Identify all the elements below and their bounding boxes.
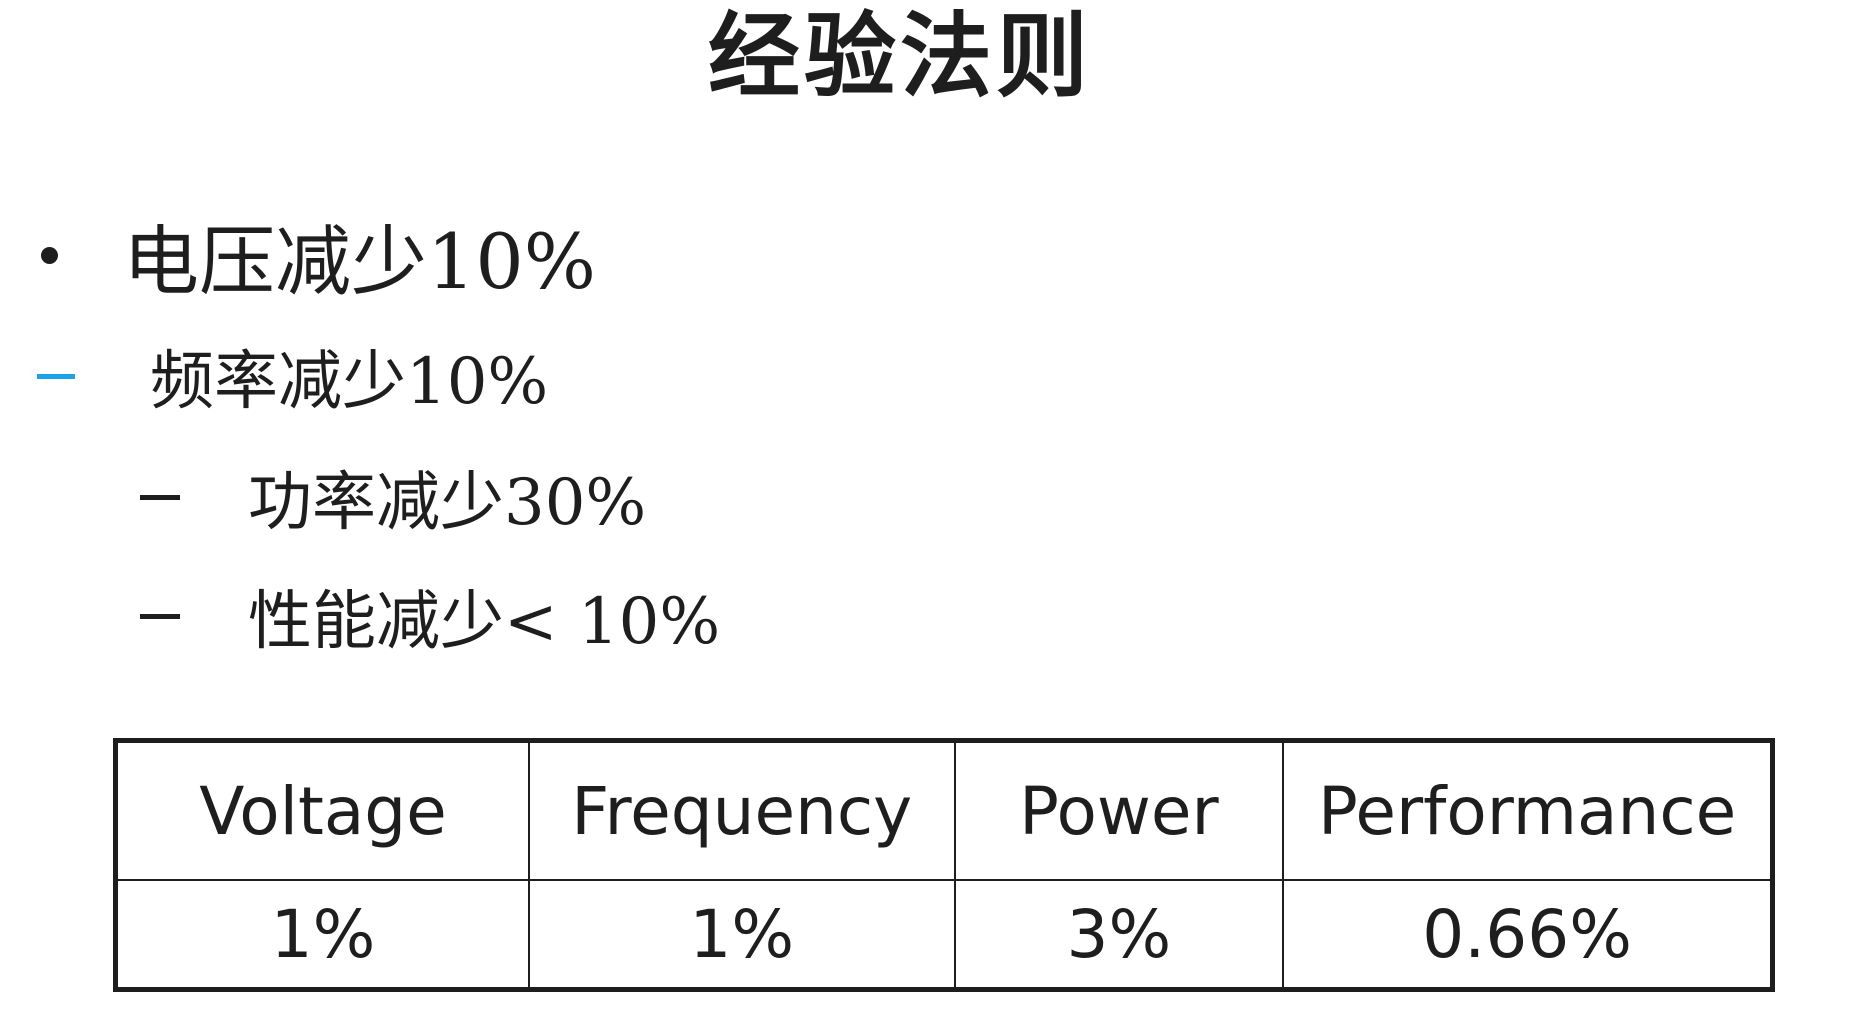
- bullet-text: 电压减少10%: [123, 217, 596, 306]
- dash-icon: [140, 613, 180, 619]
- cell-power: 3%: [953, 879, 1285, 991]
- header-voltage: Voltage: [114, 739, 531, 881]
- bullet-power: 功率减少30%: [140, 451, 646, 543]
- dot-icon: [41, 246, 58, 264]
- header-performance: Performance: [1282, 739, 1774, 881]
- header-power: Power: [953, 739, 1285, 881]
- cell-performance: 0.66%: [1282, 879, 1774, 991]
- cell-frequency: 1%: [528, 879, 956, 991]
- cell-voltage: 1%: [114, 879, 531, 991]
- blue-dash-icon: [37, 373, 75, 379]
- bullet-text: 频率减少10%: [150, 345, 549, 419]
- bullet-text: 性能减少< 10%: [248, 585, 721, 659]
- bullet-performance: 性能减少< 10%: [140, 570, 720, 662]
- slide-title: 经验法则: [707, 2, 1092, 110]
- bullet-text: 功率减少30%: [248, 466, 647, 540]
- header-frequency: Frequency: [528, 739, 956, 881]
- table-header-row: Voltage Frequency Power Performance: [114, 739, 1774, 881]
- dash-icon: [140, 494, 180, 500]
- scaling-table: Voltage Frequency Power Performance 1% 1…: [113, 738, 1775, 992]
- table-row: 1% 1% 3% 0.66%: [114, 879, 1774, 991]
- bullet-frequency: 频率减少10%: [37, 330, 548, 422]
- bullet-voltage: 电压减少10%: [41, 200, 596, 310]
